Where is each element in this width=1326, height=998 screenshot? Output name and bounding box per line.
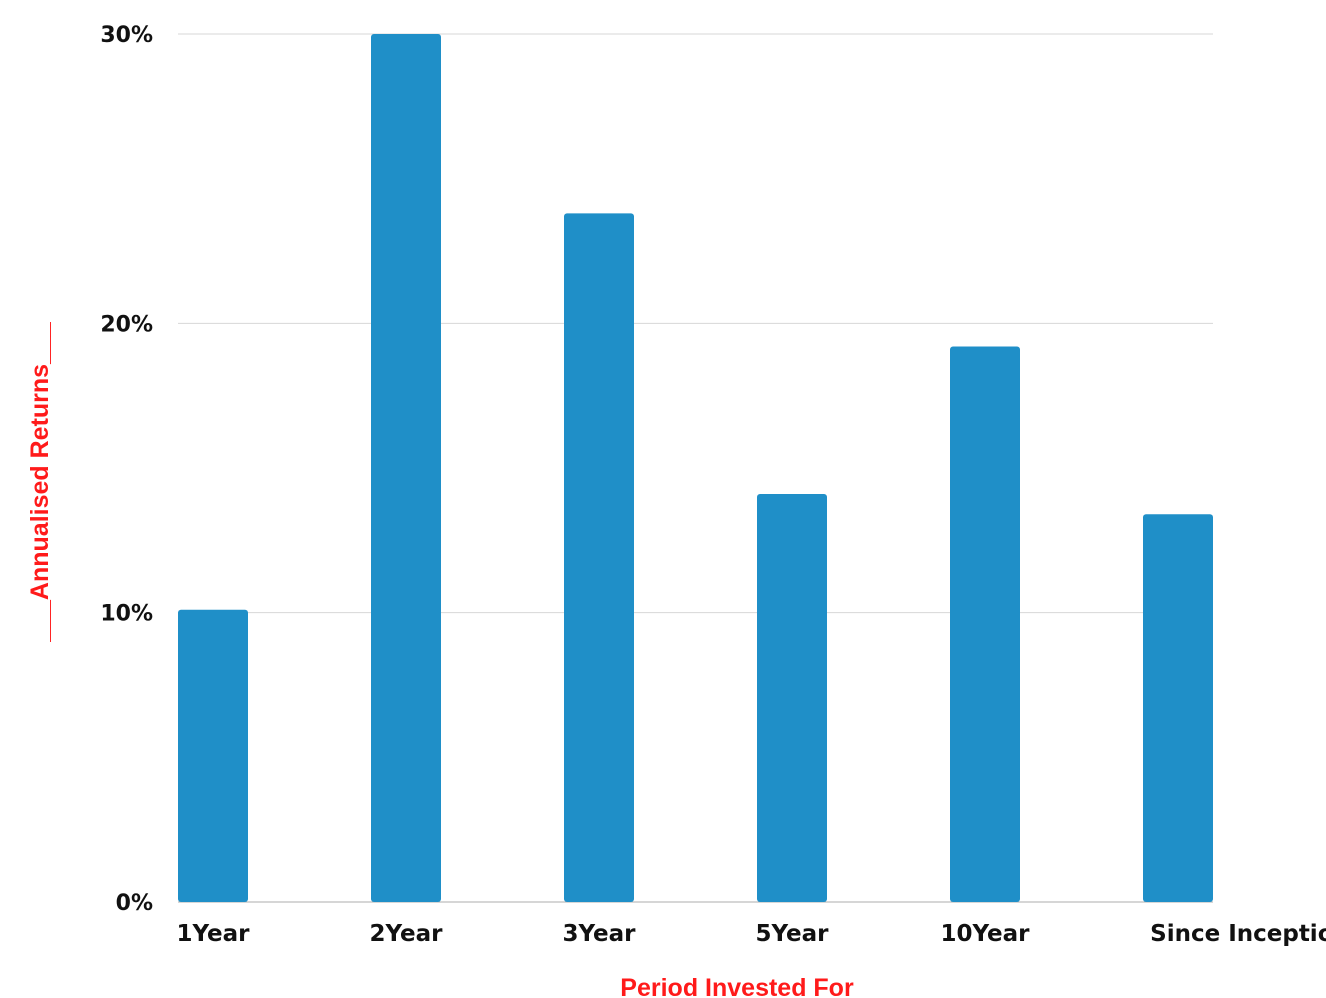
bar-10year — [950, 346, 1020, 903]
x-tick-label: 1Year — [176, 921, 250, 947]
x-tick-label: 5Year — [755, 921, 829, 947]
y-axis-ticks: 0% 10% 20% 30% — [100, 23, 153, 916]
y-tick-label: 10% — [100, 602, 153, 627]
x-tick-label: 2Year — [369, 921, 443, 947]
bar-5year — [757, 494, 827, 902]
x-axis-ticks: 1Year 2Year 3Year 5Year 10Year Since Inceptio… — [176, 921, 1326, 947]
x-tick-label: 3Year — [562, 921, 636, 947]
grid-layer — [178, 33, 1213, 903]
x-tick-label: Since Inception — [1150, 921, 1326, 947]
bar-since-inception — [1143, 514, 1213, 902]
bar-2year — [371, 34, 441, 902]
y-axis-title: ___Annualised Returns___ — [26, 321, 54, 643]
bar-1year — [178, 609, 248, 902]
x-axis-title: Period Invested For — [620, 974, 854, 998]
y-tick-label: 20% — [100, 312, 153, 337]
x-tick-label: 10Year — [940, 921, 1030, 947]
y-tick-label: 0% — [116, 891, 153, 916]
bars-layer — [178, 34, 1213, 903]
y-tick-label: 30% — [100, 23, 153, 48]
bar-3year — [564, 213, 634, 903]
